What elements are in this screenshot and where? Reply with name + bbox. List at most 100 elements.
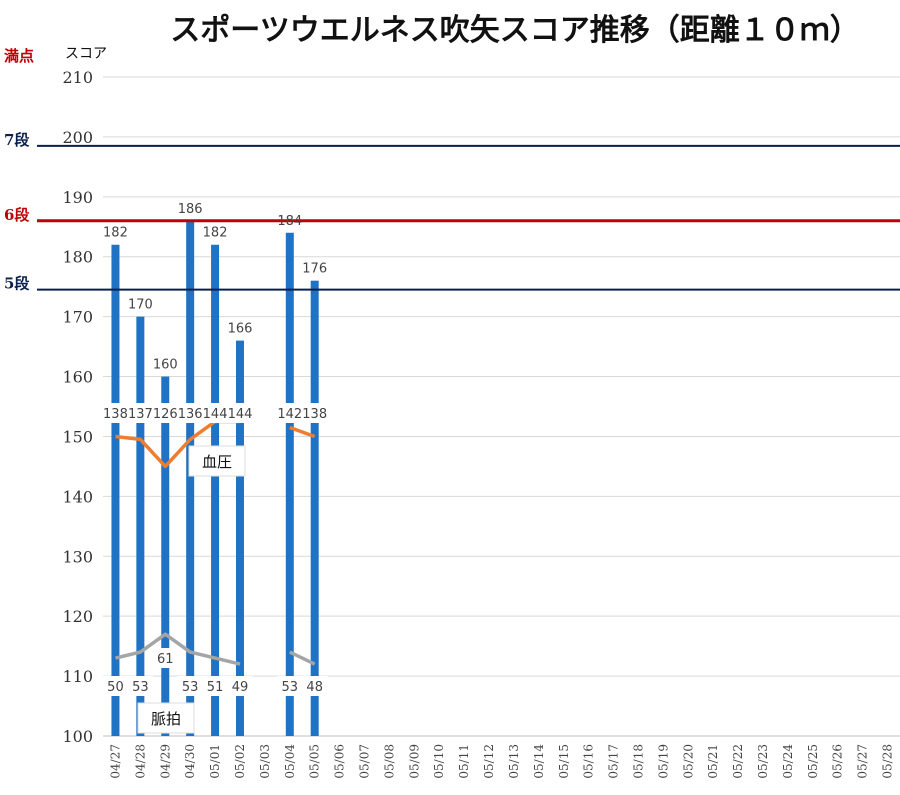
x-tick-label: 05/20	[681, 744, 695, 779]
score-data-label: 166	[228, 322, 253, 337]
x-tick-label: 05/05	[308, 744, 322, 779]
x-tick-label: 05/25	[806, 744, 820, 779]
blood-pressure-label: 137	[128, 407, 153, 422]
x-tick-label: 05/06	[333, 744, 347, 779]
pulse-line	[115, 632, 316, 666]
x-tick-label: 05/24	[781, 744, 795, 779]
x-tick-label: 05/19	[656, 744, 670, 779]
pulse-callout-label: 脈拍	[151, 710, 181, 728]
x-tick-label: 05/16	[582, 744, 596, 779]
y-tick-label: 110	[62, 667, 93, 686]
x-tick-label: 05/10	[432, 744, 446, 779]
y-tick-label: 130	[62, 547, 93, 566]
blood-pressure-label: 138	[103, 407, 128, 422]
pulse-callout-box	[137, 702, 195, 734]
pulse-label: 53	[182, 680, 199, 695]
pulse-label: 61	[157, 652, 174, 667]
x-tick-label: 05/23	[756, 744, 770, 779]
y-ticks: 100 110 120 130 140 150 160 170 180 190 200 210	[62, 68, 93, 746]
y-axis-label: スコア	[65, 46, 107, 62]
x-tick-label: 04/27	[108, 744, 122, 779]
y-tick-label: 200	[62, 128, 93, 147]
bp-callout-label: 血圧	[202, 453, 232, 471]
x-tick-label: 05/08	[382, 744, 396, 779]
line-label-box	[152, 403, 179, 423]
line-label-box	[276, 676, 303, 696]
x-tick-label: 05/11	[457, 744, 471, 779]
line-label-box	[202, 676, 229, 696]
x-tick-label: 05/12	[482, 744, 496, 779]
reference-lines: 満点 7段 6段 5段	[4, 47, 900, 293]
x-tick-label: 05/18	[631, 744, 645, 779]
bp-callout-box	[188, 445, 246, 477]
line-label-box	[177, 403, 204, 423]
score-data-label: 182	[203, 226, 228, 241]
score-bar	[161, 376, 170, 736]
x-tick-label: 05/09	[407, 744, 421, 779]
line-label-box	[226, 676, 253, 696]
pulse-label: 51	[207, 680, 224, 695]
line-label-box	[152, 648, 179, 668]
x-tick-label: 05/17	[607, 744, 621, 779]
reference-label: 6段	[4, 206, 29, 224]
score-data-label: 184	[277, 214, 302, 229]
reference-label: 5段	[4, 275, 29, 293]
y-tick-label: 180	[62, 248, 93, 267]
reference-label: 満点	[4, 47, 34, 65]
line-label-box	[177, 676, 204, 696]
line-label-box	[102, 403, 129, 423]
blood-pressure-label: 126	[153, 407, 178, 422]
y-tick-label: 170	[62, 308, 93, 327]
line-label-box	[226, 403, 253, 423]
pulse-label: 50	[107, 680, 124, 695]
y-tick-label: 100	[62, 727, 93, 746]
score-bar	[285, 232, 294, 736]
pulse-label: 53	[132, 680, 149, 695]
reference-label: 7段	[4, 131, 29, 149]
line-label-box	[276, 403, 303, 423]
x-tick-label: 05/28	[881, 744, 895, 779]
y-tick-label: 120	[62, 607, 93, 626]
score-bar	[111, 244, 120, 736]
line-label-box	[102, 676, 129, 696]
score-bar	[310, 280, 319, 736]
x-tick-label: 04/30	[183, 744, 197, 779]
y-tick-label: 160	[62, 368, 93, 387]
x-tick-label: 05/26	[831, 744, 845, 779]
chart-title: スポーツウエルネス吹矢スコア推移（距離１０ｍ）	[170, 13, 859, 48]
blood-pressure-label: 138	[302, 407, 327, 422]
x-tick-label: 05/22	[731, 744, 745, 779]
x-tick-label: 05/03	[258, 744, 272, 779]
blood-pressure-label: 144	[228, 407, 253, 422]
score-bar	[211, 244, 220, 736]
x-tick-label: 05/07	[358, 744, 372, 779]
line-label-box	[301, 403, 328, 423]
x-tick-label: 04/29	[158, 744, 172, 779]
y-tick-label: 140	[62, 487, 93, 506]
line-label-box	[301, 676, 328, 696]
blood-pressure-label: 144	[203, 407, 228, 422]
line-label-box	[202, 403, 229, 423]
blood-pressure-label: 136	[178, 407, 203, 422]
score-data-label: 176	[302, 262, 327, 277]
x-tick-label: 05/14	[532, 744, 546, 779]
x-tick-label: 05/01	[208, 744, 222, 779]
pulse-label: 48	[306, 680, 323, 695]
line-label-box	[127, 676, 154, 696]
x-tick-label: 05/21	[706, 744, 720, 779]
x-tick-label: 05/04	[283, 744, 297, 779]
callouts: 血圧 脈拍	[137, 445, 246, 734]
x-ticks: 04/27 04/28 04/29 04/30 05/01 05/02 05/03 05/04…	[108, 744, 894, 779]
x-tick-label: 05/15	[557, 744, 571, 779]
line-label-box	[127, 403, 154, 423]
score-data-label: 182	[103, 226, 128, 241]
y-tick-label: 150	[62, 427, 93, 446]
y-tick-label: 190	[62, 188, 93, 207]
y-tick-label: 210	[62, 68, 93, 87]
score-bar	[136, 316, 145, 736]
score-data-label: 186	[178, 202, 203, 217]
blood-pressure-label: 142	[277, 407, 302, 422]
score-data-label: 160	[153, 358, 178, 373]
